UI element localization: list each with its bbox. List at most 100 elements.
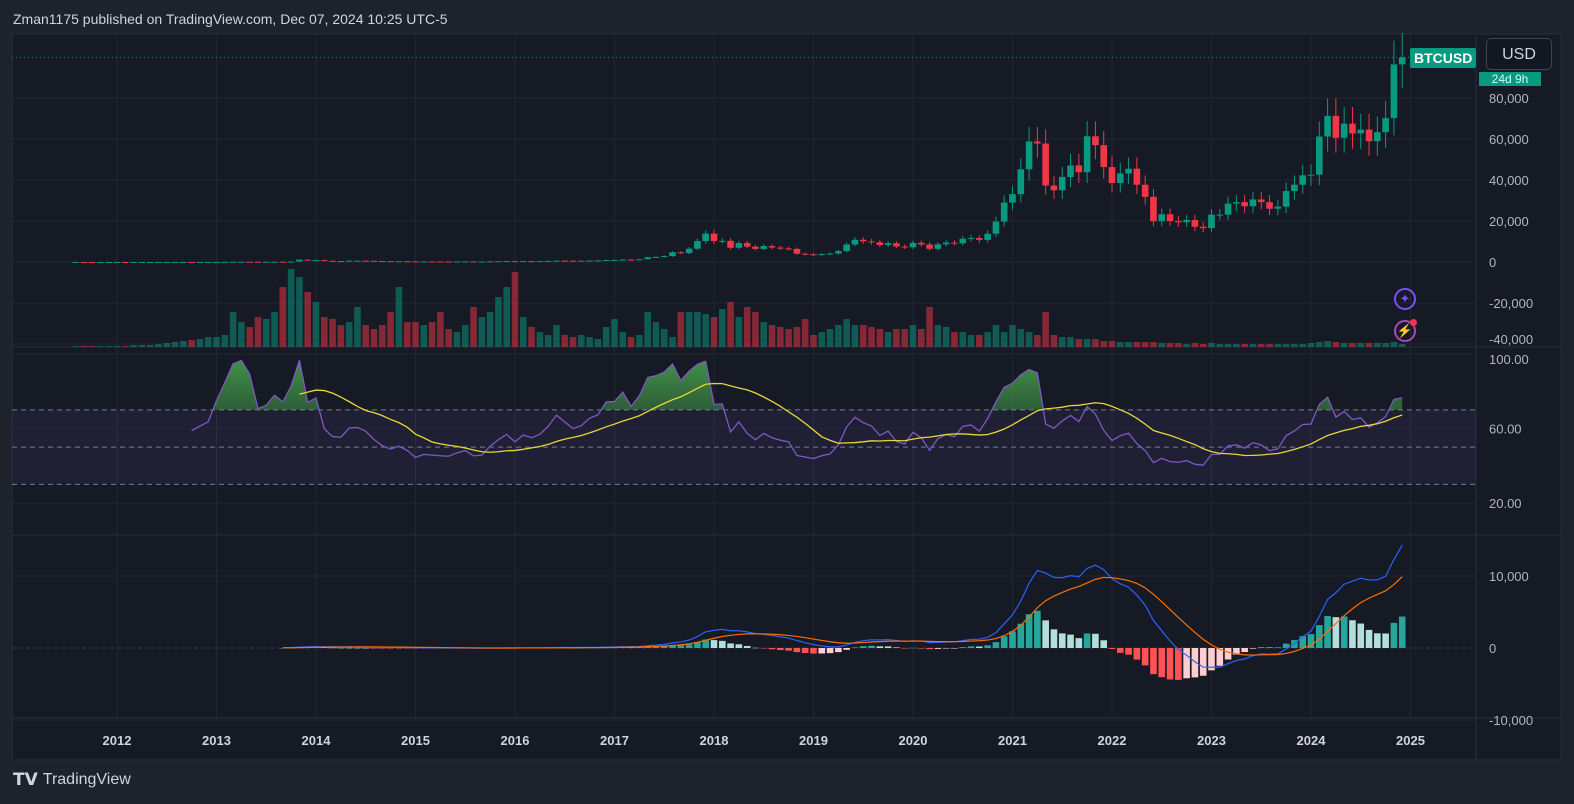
volume-bar [146,345,154,347]
candle [428,261,436,263]
sparkle-icon[interactable]: ✦ [1394,288,1416,310]
volume-bar [876,329,884,347]
volume-bar [611,319,618,347]
time-tick-label: 2022 [1098,733,1127,748]
volume-bar [121,346,129,347]
candle [578,260,585,262]
candle [793,248,801,254]
macd-histogram-bar [1050,629,1058,648]
volume-bar [362,325,370,347]
macd-histogram-bar [387,648,394,649]
volume-bar [959,332,967,347]
macd-histogram-bar [835,648,842,653]
volume-bar [685,312,693,347]
candle [312,260,320,262]
volume-bar [992,325,1000,347]
volume-bar [130,345,137,347]
volume-bar [478,317,486,347]
candle [1208,214,1215,229]
macd-histogram-bar [959,647,967,648]
candle [1092,136,1099,146]
candle [420,261,428,263]
candle [1067,165,1074,177]
volume-bar [519,317,527,347]
candle [1199,226,1207,229]
candle [1224,203,1232,215]
volume-bar [163,343,171,347]
candle [1266,202,1273,209]
time-tick-label: 2016 [501,733,530,748]
volume-bar [304,292,312,347]
volume-bar [1000,332,1008,347]
candle [204,261,212,263]
macd-histogram-bar [1141,648,1149,666]
candle [569,260,577,262]
volume-bar [1199,344,1207,347]
candle [362,260,370,262]
candle [453,261,461,263]
volume-bar [694,312,701,347]
volume-bar [1233,344,1240,347]
volume-bar [743,307,751,347]
macd-histogram-bar [801,648,809,653]
macd-histogram-bar [826,648,834,654]
candle [1340,123,1348,138]
volume-bar [760,322,768,347]
candle [553,260,560,262]
candle [1274,206,1282,209]
macd-histogram-bar [1208,648,1215,671]
macd-histogram-bar [1175,648,1182,680]
volume-bar [909,325,917,347]
lightning-icon[interactable]: ⚡ [1394,319,1417,342]
volume-bar [586,337,593,347]
candle [992,221,1000,234]
candle [826,253,834,255]
macd-histogram-bar [694,642,701,648]
volume-bar [437,312,444,347]
candle [602,260,610,262]
macd-histogram-bar [942,648,950,649]
candle [72,261,79,263]
macd-histogram-bar [992,642,1000,648]
macd-histogram-bar [354,647,361,649]
volume-bar [536,332,544,347]
candle [768,246,776,248]
candle [677,252,685,254]
volume-bar [80,346,88,347]
candle [752,246,759,249]
currency-button[interactable]: USD [1486,38,1552,70]
volume-bar [893,329,900,347]
candle [1150,196,1157,222]
volume-bar [1100,341,1108,347]
candle [685,248,693,254]
candle [213,261,220,263]
volume-bar [1025,332,1033,347]
volume-bar [1175,343,1182,347]
time-tick-label: 2023 [1197,733,1226,748]
candle [917,242,925,245]
symbol-label[interactable]: BTCUSD [1410,48,1477,68]
volume-bar [818,332,826,347]
candle [113,261,121,263]
publisher-caption: Zman1175 published on TradingView.com, D… [13,11,448,27]
volume-bar [553,325,560,347]
volume-bar [1365,343,1373,347]
candle [1257,199,1265,203]
volume-bar [1349,343,1356,347]
volume-bar [735,317,743,347]
macd-histogram-bar [976,646,983,648]
price-tick-label: 60,000 [1489,132,1529,147]
macd-histogram-bar [1274,647,1282,648]
tradingview-logo[interactable]: 𝗧𝗩 TradingView [13,770,131,790]
macd-histogram-bar [1058,633,1066,648]
candle [851,239,859,245]
candle [951,242,958,244]
candle [287,261,295,263]
macd-histogram-bar [1357,623,1365,648]
candle [370,260,378,262]
macd-histogram-bar [909,647,917,649]
volume-bar [296,277,303,347]
macd-histogram-bar [1025,614,1033,648]
candle [1083,136,1091,173]
